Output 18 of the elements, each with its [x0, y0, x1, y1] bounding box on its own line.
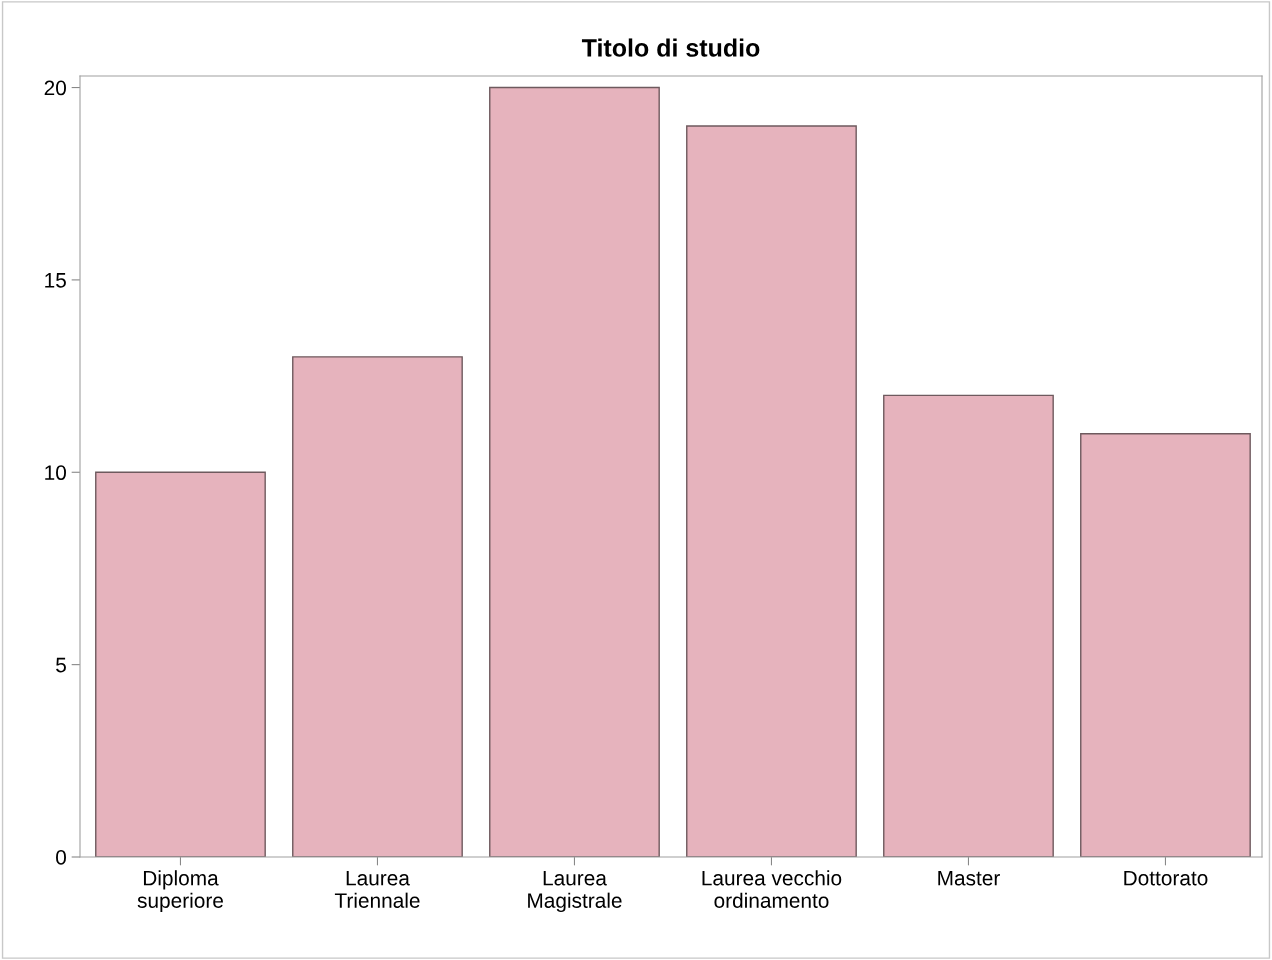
bar	[489, 86, 660, 857]
bar	[1080, 433, 1251, 857]
y-tick-label: 20	[44, 80, 66, 96]
y-tick-label: 0	[56, 850, 66, 865]
y-tick-label: 10	[45, 465, 66, 481]
x-tick-label: Master	[938, 870, 1000, 886]
chart-title: Titolo di studio	[581, 38, 760, 57]
x-tick-label: Laurea Magistrale	[528, 870, 622, 913]
x-tick-label: Dottorato	[1124, 870, 1208, 886]
bar	[686, 125, 857, 857]
y-tick-label: 15	[45, 273, 66, 288]
x-tick-label: Laurea Triennale	[334, 870, 420, 908]
bar	[883, 394, 1054, 857]
y-tick-label: 5	[56, 657, 66, 673]
x-tick-label: Diploma superiore	[137, 870, 223, 913]
bar	[292, 356, 463, 857]
x-tick-label: Laurea vecchio ordinamento	[702, 870, 842, 908]
bar	[95, 471, 266, 857]
